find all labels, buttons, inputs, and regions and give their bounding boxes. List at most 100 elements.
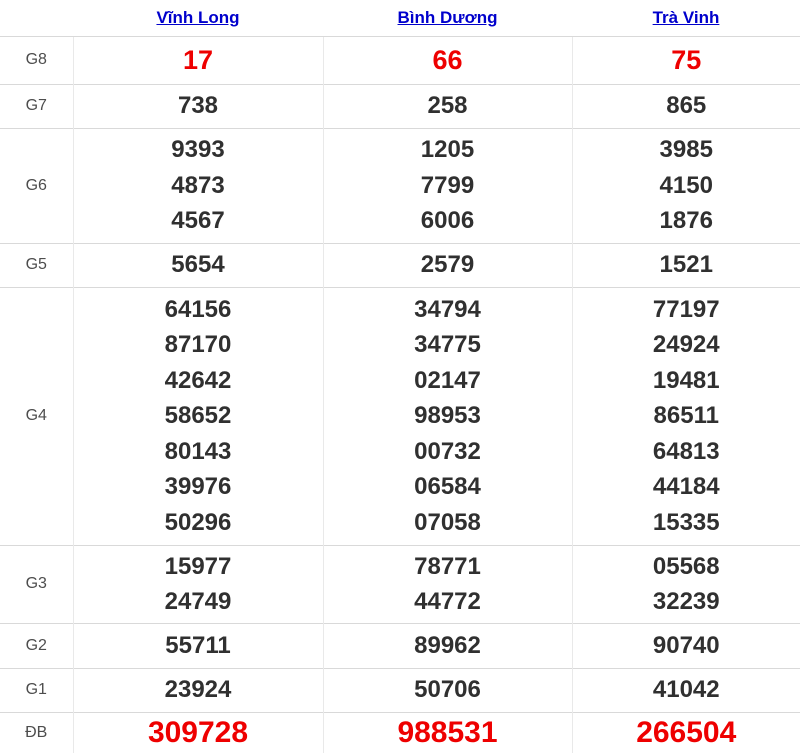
prize-cell: 75 — [572, 36, 800, 84]
lottery-number: 77197 — [573, 292, 800, 328]
lottery-number: 80143 — [74, 434, 323, 470]
lottery-number: 4150 — [573, 168, 800, 204]
lottery-number: 00732 — [324, 434, 572, 470]
lottery-number: 98953 — [324, 398, 572, 434]
lottery-number: 2579 — [324, 247, 572, 283]
lottery-number: 66 — [324, 41, 572, 79]
lottery-number: 50706 — [324, 672, 572, 708]
prize-row-g5: G5 5654 2579 1521 — [0, 243, 800, 287]
lottery-number: 15335 — [573, 505, 800, 541]
lottery-number: 266504 — [573, 716, 800, 750]
prize-cell: 266504 — [572, 712, 800, 753]
prize-label-g5: G5 — [0, 243, 73, 287]
prize-cell: 738 — [73, 84, 323, 128]
lottery-number: 23924 — [74, 672, 323, 708]
lottery-number: 75 — [573, 41, 800, 79]
header-cell-province-1: Vĩnh Long — [73, 0, 323, 36]
lottery-number: 5654 — [74, 247, 323, 283]
lottery-number: 34775 — [324, 327, 572, 363]
lottery-number: 02147 — [324, 363, 572, 399]
prize-label-g4: G4 — [0, 287, 73, 545]
prize-cell: 05568 32239 — [572, 545, 800, 623]
lottery-number: 41042 — [573, 672, 800, 708]
lottery-number: 17 — [74, 41, 323, 79]
lottery-number: 7799 — [324, 168, 572, 204]
prize-cell: 50706 — [323, 668, 572, 712]
prize-cell: 15977 24749 — [73, 545, 323, 623]
prize-cell: 9393 4873 4567 — [73, 128, 323, 243]
prize-label-g7: G7 — [0, 84, 73, 128]
prize-cell: 2579 — [323, 243, 572, 287]
lottery-number: 34794 — [324, 292, 572, 328]
lottery-number: 865 — [573, 88, 800, 124]
prize-cell: 41042 — [572, 668, 800, 712]
prize-cell: 988531 — [323, 712, 572, 753]
lottery-number: 42642 — [74, 363, 323, 399]
prize-row-g1: G1 23924 50706 41042 — [0, 668, 800, 712]
lottery-number: 6006 — [324, 203, 572, 239]
prize-cell: 34794 34775 02147 98953 00732 06584 0705… — [323, 287, 572, 545]
prize-row-g7: G7 738 258 865 — [0, 84, 800, 128]
prize-cell: 64156 87170 42642 58652 80143 39976 5029… — [73, 287, 323, 545]
lottery-number: 738 — [74, 88, 323, 124]
prize-row-g2: G2 55711 89962 90740 — [0, 623, 800, 668]
prize-label-g6: G6 — [0, 128, 73, 243]
lottery-number: 1521 — [573, 247, 800, 283]
lottery-number: 64156 — [74, 292, 323, 328]
lottery-number: 06584 — [324, 469, 572, 505]
prize-cell: 55711 — [73, 623, 323, 668]
lottery-number: 9393 — [74, 132, 323, 168]
header-row: Vĩnh Long Bình Dương Trà Vinh — [0, 0, 800, 36]
lottery-number: 44772 — [324, 584, 572, 620]
header-cell-province-2: Bình Dương — [323, 0, 572, 36]
lottery-number: 3985 — [573, 132, 800, 168]
prize-cell: 17 — [73, 36, 323, 84]
prize-cell: 78771 44772 — [323, 545, 572, 623]
header-corner-cell — [0, 0, 73, 36]
prize-cell: 309728 — [73, 712, 323, 753]
lottery-number: 309728 — [74, 716, 323, 750]
lottery-number: 24924 — [573, 327, 800, 363]
lottery-number: 1876 — [573, 203, 800, 239]
prize-label-g1: G1 — [0, 668, 73, 712]
prize-label-g8: G8 — [0, 36, 73, 84]
prize-row-g4: G4 64156 87170 42642 58652 80143 39976 5… — [0, 287, 800, 545]
prize-cell: 66 — [323, 36, 572, 84]
prize-row-db: ĐB 309728 988531 266504 — [0, 712, 800, 753]
prize-cell: 23924 — [73, 668, 323, 712]
lottery-number: 64813 — [573, 434, 800, 470]
lottery-number: 50296 — [74, 505, 323, 541]
lottery-number: 258 — [324, 88, 572, 124]
prize-label-db: ĐB — [0, 712, 73, 753]
lottery-number: 90740 — [573, 628, 800, 664]
prize-label-g2: G2 — [0, 623, 73, 668]
lottery-number: 24749 — [74, 584, 323, 620]
province-link-binh-duong[interactable]: Bình Dương — [398, 8, 498, 27]
lottery-number: 39976 — [74, 469, 323, 505]
prize-cell: 5654 — [73, 243, 323, 287]
prize-cell: 258 — [323, 84, 572, 128]
lottery-number: 19481 — [573, 363, 800, 399]
prize-cell: 1521 — [572, 243, 800, 287]
lottery-number: 15977 — [74, 549, 323, 585]
lottery-number: 4567 — [74, 203, 323, 239]
prize-cell: 89962 — [323, 623, 572, 668]
province-link-vinh-long[interactable]: Vĩnh Long — [156, 8, 239, 27]
lottery-number: 58652 — [74, 398, 323, 434]
lottery-number: 05568 — [573, 549, 800, 585]
lottery-number: 78771 — [324, 549, 572, 585]
header-cell-province-3: Trà Vinh — [572, 0, 800, 36]
lottery-number: 55711 — [74, 628, 323, 664]
prize-cell: 865 — [572, 84, 800, 128]
prize-row-g6: G6 9393 4873 4567 1205 7799 6006 3985 41… — [0, 128, 800, 243]
lottery-number: 89962 — [324, 628, 572, 664]
lottery-number: 44184 — [573, 469, 800, 505]
lottery-number: 988531 — [324, 716, 572, 750]
prize-row-g3: G3 15977 24749 78771 44772 05568 32239 — [0, 545, 800, 623]
prize-cell: 90740 — [572, 623, 800, 668]
lottery-number: 32239 — [573, 584, 800, 620]
lottery-number: 86511 — [573, 398, 800, 434]
province-link-tra-vinh[interactable]: Trà Vinh — [653, 8, 720, 27]
lottery-number: 87170 — [74, 327, 323, 363]
